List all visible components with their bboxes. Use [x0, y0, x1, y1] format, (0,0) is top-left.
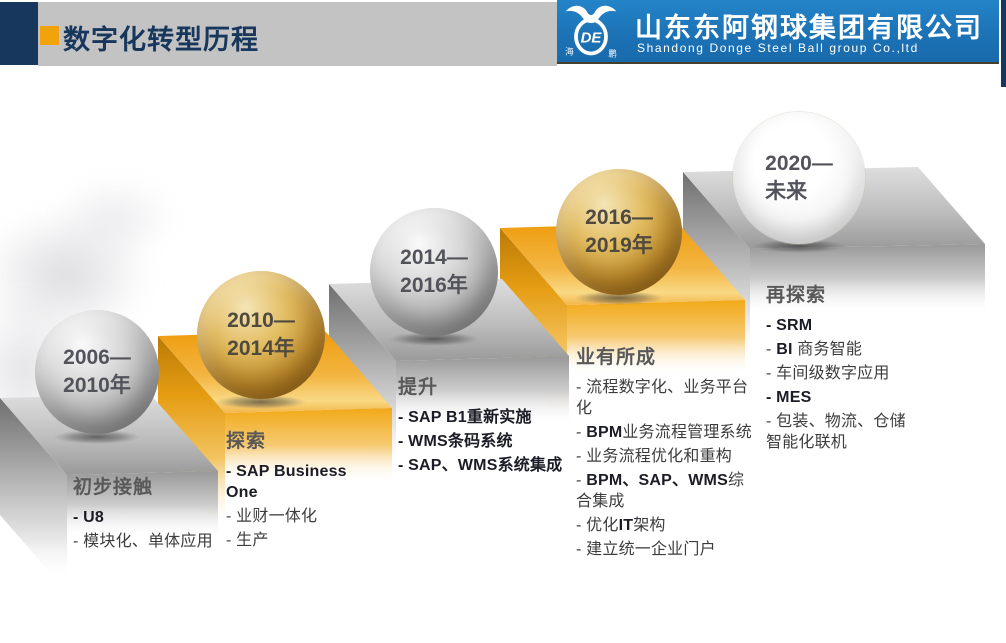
- stage-title: 初步接触: [73, 477, 154, 498]
- stage-bullet: - U8: [73, 509, 105, 526]
- sphere-shadow: [562, 289, 676, 307]
- stage-title: 探索: [226, 431, 267, 452]
- stage-bullet: - BI 商务智能: [766, 341, 863, 358]
- stage-bullet: - SRM: [766, 317, 813, 334]
- stage-bullet: - 优化IT架构: [576, 517, 666, 534]
- stage-bullet: - 车间级数字应用: [766, 365, 890, 382]
- bull-horns-icon: [565, 5, 617, 24]
- sphere-shadow: [41, 428, 153, 446]
- stage-block-5: 再探索 - SRM - BI 商务智能 - 车间级数字应用 - MES - 包装、物流、…: [766, 280, 916, 456]
- company-banner: DE 海 鹏 山东东阿钢球集团有限公司 Shandong Donge Steel…: [557, 0, 999, 64]
- company-name-cn: 山东东阿钢球集团有限公司: [635, 13, 983, 43]
- stage-title: 提升: [398, 377, 439, 398]
- header-bar: [38, 2, 557, 66]
- stage-bullet: - BPM、SAP、WMS综合集成: [576, 472, 745, 510]
- logo-left-char: 海: [565, 46, 574, 56]
- stage-block-4: 业有所成 - 流程数字化、业务平台化 - BPM业务流程管理系统 - 业务流程优化和…: [576, 342, 760, 563]
- stage-block-1: 初步接触 - U8 - 模块化、单体应用: [73, 472, 235, 555]
- background-cloud: [55, 178, 175, 258]
- step-front-face: [567, 300, 745, 407]
- stage-bullets: - SAP B1重新实施 - WMS条码系统 - SAP、WMS系统集成: [398, 407, 564, 476]
- title-navy-block: [0, 2, 38, 65]
- step-front-face: [225, 408, 392, 515]
- stage-title: 再探索: [766, 285, 827, 306]
- stage-bullets: - SRM - BI 商务智能 - 车间级数字应用 - MES - 包装、物流、仓储智能…: [766, 315, 916, 453]
- stage-block-3: 提升 - SAP B1重新实施 - WMS条码系统 - SAP、WMS系统集成: [398, 372, 564, 479]
- company-logo: DE 海 鹏: [565, 5, 617, 58]
- stage-bullet: - 建立统一企业门户: [576, 541, 716, 558]
- sphere-year: 2016— 2019年: [585, 206, 653, 257]
- stage-sphere-2010-2014: 2010— 2014年: [197, 271, 325, 399]
- sphere-year: 2010— 2014年: [227, 309, 295, 360]
- logo-ring: [574, 17, 608, 56]
- company-name-en: Shandong Donge Steel Ball group Co.,ltd: [637, 41, 919, 55]
- stage-sphere-2006-2010: 2006— 2010年: [35, 310, 159, 434]
- stage-bullet: - 模块化、单体应用: [73, 533, 213, 550]
- stage-bullets: - U8 - 模块化、单体应用: [73, 507, 235, 552]
- stage-bullet: - MES: [766, 389, 812, 406]
- step-front-face: [67, 471, 218, 576]
- sphere-shadow: [739, 237, 859, 255]
- stage-bullets: - 流程数字化、业务平台化 - BPM业务流程管理系统 - 业务流程优化和重构 - B…: [576, 377, 760, 560]
- stage-sphere-2016-2019: 2016— 2019年: [556, 169, 682, 295]
- stage-bullet: - 生产: [226, 532, 269, 549]
- stage-bullet: - SAP、WMS系统集成: [398, 457, 563, 474]
- step-wall-face: [0, 398, 67, 592]
- stage-sphere-2020-future: 2020— 未来: [733, 112, 865, 244]
- title-accent-square: [40, 26, 59, 45]
- sphere-year: 2020— 未来: [765, 152, 833, 203]
- logo-monogram: DE: [581, 29, 603, 46]
- sphere-shadow: [376, 330, 492, 348]
- page-title: 数字化转型历程: [63, 25, 259, 55]
- right-edge-strip: [1001, 0, 1006, 87]
- stage-block-2: 探索 - SAP Business One - 业财一体化 - 生产: [226, 426, 372, 554]
- stage-bullet: - 业财一体化: [226, 508, 318, 525]
- step-front-face: [750, 244, 985, 354]
- stage-bullet: - SAP Business One: [226, 463, 347, 501]
- stage-bullet: - 包装、物流、仓储智能化联机: [766, 413, 906, 451]
- stage-bullet: - SAP B1重新实施: [398, 409, 532, 426]
- stage-bullet: - 流程数字化、业务平台化: [576, 379, 749, 417]
- stage-sphere-2014-2016: 2014— 2016年: [370, 208, 498, 336]
- sphere-year: 2006— 2010年: [63, 346, 131, 397]
- stage-bullet: - BPM业务流程管理系统: [576, 424, 752, 441]
- sphere-shadow: [203, 393, 319, 411]
- logo-right-char: 鹏: [608, 48, 616, 58]
- stage-title: 业有所成: [576, 347, 657, 368]
- step-front-face: [396, 356, 569, 463]
- stage-bullet: - WMS条码系统: [398, 433, 513, 450]
- sphere-year: 2014— 2016年: [400, 246, 468, 297]
- stage-bullets: - SAP Business One - 业财一体化 - 生产: [226, 461, 372, 551]
- stage-bullet: - 业务流程优化和重构: [576, 448, 732, 465]
